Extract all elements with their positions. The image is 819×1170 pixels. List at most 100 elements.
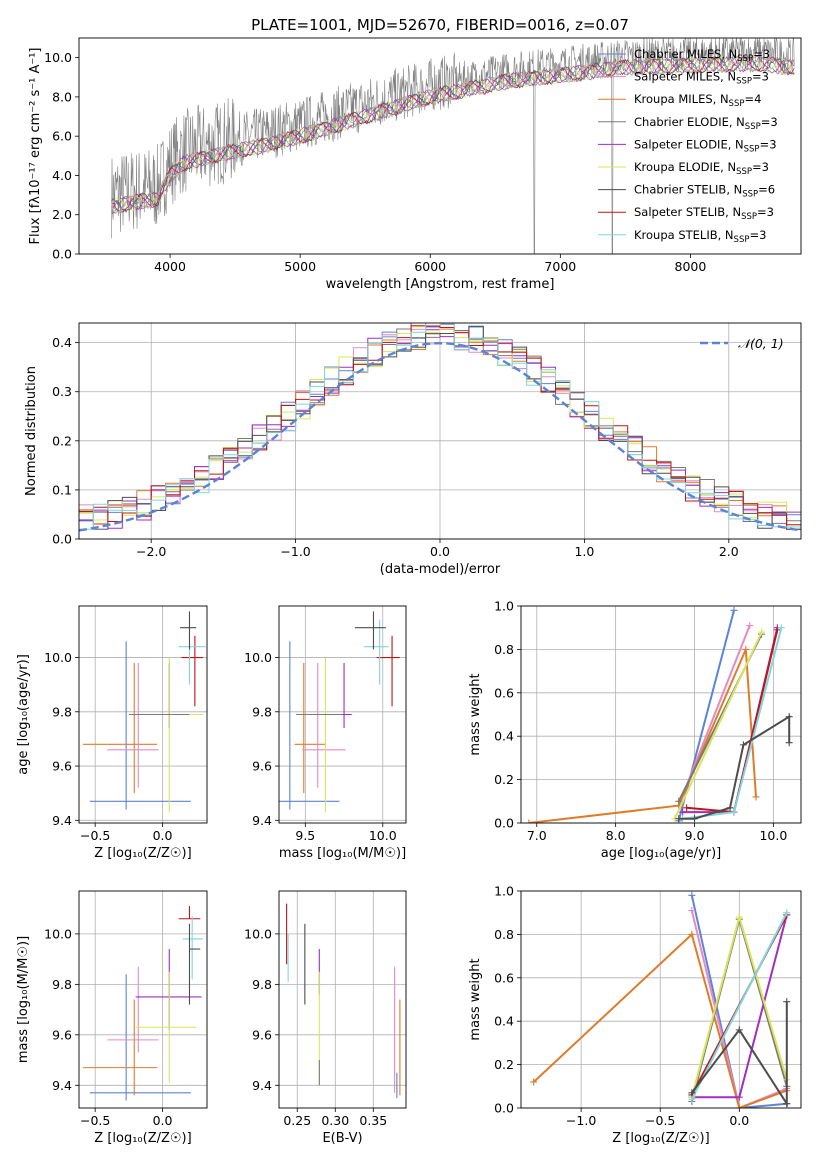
weight-marker <box>752 793 760 801</box>
x-axis-label: (data-model)/error <box>380 562 501 577</box>
y-tick-label: 0.4 <box>494 729 514 744</box>
legend-label-tail: =3 <box>752 160 769 174</box>
legend-label-sub: SSP <box>744 144 760 154</box>
y-tick-label: 1.0 <box>494 599 514 614</box>
weight-marker <box>735 913 743 921</box>
y-tick-label: 9.8 <box>252 977 272 992</box>
x-tick-label: −0.5 <box>645 1113 675 1128</box>
y-axis-label: mass weight <box>468 958 483 1040</box>
weight-marker <box>735 1026 743 1034</box>
weight-marker <box>675 797 683 805</box>
x-tick-label: 6000 <box>414 259 446 274</box>
y-tick-label: 1.0 <box>494 884 514 899</box>
y-tick-label: 10.0 <box>244 926 272 941</box>
x-tick-label: 0.0 <box>153 1113 173 1128</box>
errorbar-point <box>364 619 389 685</box>
weight-line <box>690 895 787 1108</box>
y-tick-label: 9.8 <box>52 977 72 992</box>
legend-label: Salpeter MILES, NSSP=3 <box>634 70 769 87</box>
y-tick-label: 9.8 <box>252 704 272 719</box>
x-tick-label: 1.0 <box>574 544 594 559</box>
y-tick-label: 9.4 <box>52 813 72 828</box>
x-tick-label: 0.35 <box>359 1113 387 1128</box>
errorbar-point <box>182 916 203 980</box>
weight-line <box>686 629 779 814</box>
weight-marker <box>783 998 791 1006</box>
model-spectrum <box>111 56 795 213</box>
legend-label: Chabrier MILES, NSSP=3 <box>634 47 770 64</box>
weight-marker <box>726 804 734 812</box>
y-tick-label: 0.2 <box>494 772 514 787</box>
weight-marker <box>777 624 785 632</box>
weight-marker <box>735 1093 743 1101</box>
axes-residuals: −2.0 −1.0 0.0 1.0 2.0 0.0 0.1 0.2 0.3 0.4 (data-mo… <box>24 322 802 577</box>
legend-label-sub: SSP <box>729 99 745 109</box>
y-axis-label: mass weight <box>468 673 483 755</box>
legend-label: Kroupa STELIB, NSSP=3 <box>634 228 766 245</box>
weight-line <box>682 627 783 820</box>
errorbar-point <box>89 974 191 1101</box>
axes-weight-vs-Z: −1.0 −0.5 0.0 0.0 0.2 0.4 0.6 0.8 1.0 Z [log₁₀(Z/… <box>468 884 802 1146</box>
x-tick-label: 0.0 <box>430 544 450 559</box>
chart-title: PLATE=1001, MJD=52670, FIBERID=0016, z=0… <box>251 16 629 34</box>
y-tick-label: 0.3 <box>52 384 72 399</box>
plot-area-residuals <box>79 323 801 532</box>
errorbar-point <box>300 662 352 729</box>
y-axis-label: Normed distribution <box>24 366 39 496</box>
x-tick-label: 9.5 <box>295 828 315 843</box>
x-tick-label: 2.0 <box>719 544 739 559</box>
axes-frame <box>78 37 802 255</box>
y-tick-label: 9.6 <box>52 759 72 774</box>
weight-marker <box>688 907 696 915</box>
axes-frame <box>520 890 802 1109</box>
axes-frame <box>278 605 407 824</box>
x-tick-label: 7.0 <box>527 828 547 843</box>
axes-mass-vs-EBV: 0.25 0.30 0.35 9.4 9.6 9.8 10.0 E(B-V) <box>244 890 407 1146</box>
errorbar-point <box>135 662 202 729</box>
y-tick-label: 0.8 <box>494 642 514 657</box>
y-tick-label: 10.0 <box>44 926 72 941</box>
y-tick-label: 0.6 <box>494 685 514 700</box>
weight-marker <box>785 739 793 747</box>
weight-line <box>690 912 788 1100</box>
histogram-series <box>79 325 801 526</box>
x-tick-label: −0.5 <box>80 828 110 843</box>
errorbar-point <box>83 662 158 794</box>
legend-label-text: Salpeter ELODIE, N <box>634 137 744 151</box>
x-tick-label: 7000 <box>544 259 576 274</box>
weight-marker <box>679 808 687 816</box>
legend-label-sub: SSP <box>734 235 750 245</box>
y-tick-label: 0.0 <box>494 816 514 831</box>
weight-marker <box>758 628 766 636</box>
y-tick-label: 9.6 <box>52 1027 72 1042</box>
x-tick-label: 9.0 <box>685 828 705 843</box>
y-tick-label: 0.0 <box>52 532 72 547</box>
legend-label-tail: =3 <box>757 205 774 219</box>
legend-label-tail: =3 <box>760 137 777 151</box>
x-axis-label: wavelength [Angstrom, rest frame] <box>326 277 555 292</box>
errorbar-point <box>354 611 386 650</box>
weight-marker <box>730 606 738 614</box>
x-tick-label: 4000 <box>154 259 186 274</box>
weight-series <box>683 626 781 816</box>
legend-label: Kroupa ELODIE, NSSP=3 <box>634 160 769 177</box>
x-axis-label: Z [log₁₀(Z/Z☉)] <box>94 846 191 861</box>
weight-marker <box>783 909 791 917</box>
legend-label: Kroupa MILES, NSSP=4 <box>634 92 761 109</box>
weight-marker <box>691 815 699 823</box>
weight-series <box>679 624 785 823</box>
weight-marker <box>675 815 683 823</box>
axes-mass-vs-Z: −0.5 0.0 9.4 9.6 9.8 10.0 Z [log₁₀(Z/Z☉)] mass … <box>16 890 208 1146</box>
x-axis-label: Z [log₁₀(Z/Z☉)] <box>612 1131 709 1146</box>
legend-label-text: Salpeter MILES, N <box>634 70 736 84</box>
weight-line <box>682 627 779 814</box>
x-tick-label: 0.0 <box>729 1113 749 1128</box>
errorbar-point <box>279 641 340 810</box>
y-tick-label: 0.2 <box>52 433 72 448</box>
histogram-series <box>79 323 801 530</box>
y-axis-label: mass [log₁₀(M/M☉)] <box>16 936 31 1063</box>
weight-marker <box>730 808 738 816</box>
legend-label-text: Kroupa STELIB, N <box>634 228 734 242</box>
y-tick-label: 2.0 <box>52 207 72 222</box>
